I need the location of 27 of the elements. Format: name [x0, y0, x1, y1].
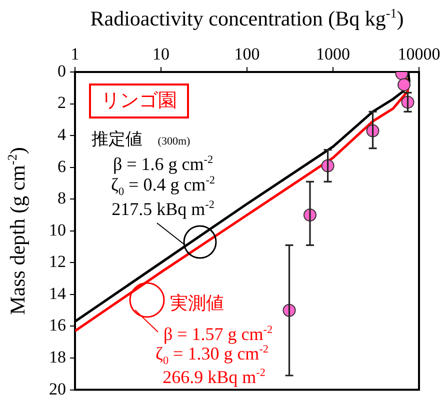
x-tick-label: 100 [234, 44, 260, 64]
annotation: ζ$_{0}$ = 0.4 g cm$^{-2}$ [111, 174, 215, 198]
annotation: 217.5 kBq m$^{-2}$ [112, 199, 214, 219]
y-tick-label: 8 [58, 188, 66, 208]
x-axis-title: Radioactivity concentration (Bq kg$^{-1}$) [90, 6, 404, 30]
annotation: 実測値 [170, 293, 224, 314]
x-tick-label: 1 [70, 44, 80, 64]
x-tick-label: 10000 [398, 44, 440, 64]
y-tick-label: 18 [49, 347, 66, 366]
annotation: リンゴ園 [89, 84, 189, 118]
annotation: 266.9 kBq m$^{-2}$ [162, 367, 266, 387]
y-tick-label: 12 [49, 252, 66, 272]
annotation: 推定値 [92, 130, 142, 150]
y-tick-label: 0 [58, 61, 66, 80]
annotation: β = 1.6 g cm$^{-2}$ [112, 154, 214, 174]
annotation: (300m) [158, 136, 190, 148]
x-tick-label: 1000 [316, 44, 350, 64]
y-tick-label: 6 [58, 156, 66, 176]
y-tick-label: 20 [49, 379, 66, 398]
y-tick-label: 10 [49, 220, 66, 240]
y-tick-label: 4 [58, 125, 66, 144]
annotation: ζ$_{0}$ = 1.30 g cm$^{-2}$ [156, 344, 268, 368]
annotation: β = 1.57 g cm$^{-2}$ [163, 324, 273, 344]
y-tick-label: 16 [49, 316, 66, 335]
x-tick-label: 10 [152, 44, 170, 64]
y-tick-label: 14 [49, 284, 66, 303]
y-tick-label: 2 [58, 93, 66, 112]
